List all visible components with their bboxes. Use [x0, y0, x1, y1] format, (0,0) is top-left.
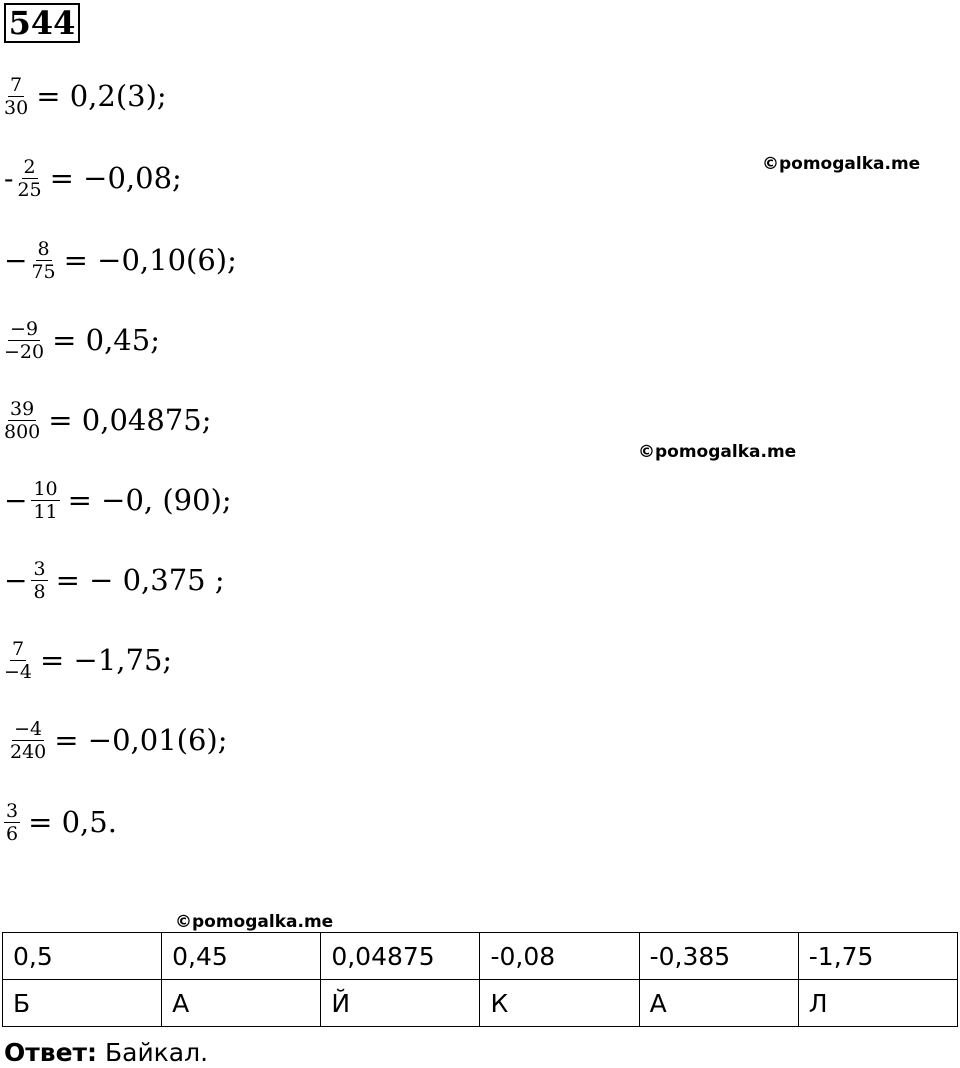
result: = 0,45; — [52, 323, 160, 357]
equation: 39 800 = 0,04875; — [4, 390, 211, 450]
result: = 0,5. — [28, 805, 117, 839]
table-cell: А — [161, 979, 322, 1027]
numerator: 3 — [4, 799, 21, 823]
table-cell: Й — [320, 979, 481, 1027]
denominator: 75 — [31, 260, 56, 283]
answer-text: Байкал. — [104, 1038, 209, 1067]
equation: -2 25 = −0,08; — [4, 148, 182, 208]
numerator: 2 — [21, 155, 38, 179]
numerator: 3 — [31, 557, 48, 581]
fraction: 8 75 — [31, 238, 55, 283]
equation: −10 11 = −0, (90); — [4, 470, 232, 530]
sign: − — [4, 563, 28, 597]
denominator: 800 — [4, 420, 41, 443]
sign: − — [4, 483, 28, 517]
fraction: 7 −4 — [4, 638, 32, 683]
result: = −0, (90); — [67, 483, 232, 517]
result: = −0,01(6); — [54, 723, 228, 757]
numerator: 10 — [31, 477, 60, 501]
fraction: 39 800 — [4, 398, 40, 443]
sign: − — [4, 243, 28, 277]
equation: 7 −4 = −1,75; — [4, 630, 172, 690]
fraction: 7 30 — [4, 74, 28, 119]
table-cell: -0,08 — [479, 932, 640, 980]
numerator: 7 — [8, 73, 25, 97]
fraction: 10 11 — [31, 477, 60, 523]
table-cell: Л — [797, 979, 959, 1027]
equation: −8 75 = −0,10(6); — [4, 230, 237, 290]
table-cell: А — [638, 979, 799, 1027]
result: = 0,2(3); — [36, 79, 167, 113]
denominator: 30 — [4, 96, 29, 119]
watermark: ©pomogalka.me — [638, 442, 797, 462]
result: = −0,10(6); — [63, 243, 237, 277]
equation: −3 8 = − 0,375 ; — [4, 550, 225, 610]
equation: −4 240 = −0,01(6); — [10, 710, 228, 770]
table-cell: 0,04875 — [320, 932, 481, 980]
fraction: −9 −20 — [4, 318, 44, 363]
result: = −0,08; — [49, 161, 182, 195]
denominator: 8 — [33, 580, 46, 603]
numerator: 39 — [8, 397, 37, 421]
denominator: 6 — [6, 822, 19, 845]
equation: −9 −20 = 0,45; — [4, 310, 160, 370]
task-number: 544 — [4, 3, 80, 43]
denominator: 11 — [33, 500, 58, 523]
fraction: −4 240 — [10, 718, 46, 763]
table-cell: -1,75 — [797, 932, 959, 980]
equation: 3 6 = 0,5. — [4, 792, 117, 852]
answer-label: Ответ: — [4, 1038, 98, 1067]
table-cell: -0,385 — [638, 932, 799, 980]
table-cell: 0,5 — [1, 932, 163, 980]
sign: - — [4, 161, 14, 195]
numerator: −4 — [12, 717, 45, 741]
watermark: ©pomogalka.me — [762, 154, 921, 174]
table-cell: 0,45 — [161, 932, 322, 980]
watermark: ©pomogalka.me — [175, 912, 334, 932]
denominator: 25 — [17, 178, 42, 201]
denominator: 240 — [10, 740, 47, 763]
fraction: 2 25 — [17, 156, 41, 201]
equation: 7 30 = 0,2(3); — [4, 66, 167, 126]
denominator: −20 — [4, 340, 45, 363]
numerator: 8 — [35, 237, 52, 261]
numerator: −9 — [8, 317, 41, 341]
table-row: 0,5 0,45 0,04875 -0,08 -0,385 -1,75 — [1, 932, 959, 980]
result: = 0,04875; — [48, 403, 212, 437]
table-cell: К — [479, 979, 640, 1027]
table-cell: Б — [1, 979, 163, 1027]
result: = − 0,375 ; — [55, 563, 225, 597]
denominator: −4 — [4, 660, 33, 683]
answer-table: 0,5 0,45 0,04875 -0,08 -0,385 -1,75 Б А Й К А Л — [1, 932, 959, 1027]
answer: Ответ: Байкал. — [4, 1038, 208, 1067]
numerator: 7 — [9, 637, 27, 661]
result: = −1,75; — [40, 643, 173, 677]
